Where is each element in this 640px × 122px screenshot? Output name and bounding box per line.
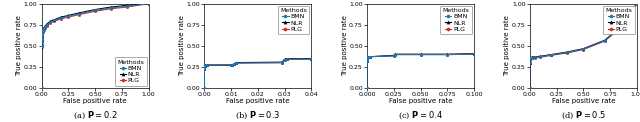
X-axis label: False positive rate: False positive rate	[389, 98, 452, 104]
X-axis label: False positive rate: False positive rate	[63, 98, 127, 104]
Y-axis label: True positive rate: True positive rate	[504, 15, 511, 76]
Text: (b) $\mathbf{P} = 0.3$: (b) $\mathbf{P} = 0.3$	[235, 109, 281, 121]
X-axis label: False positive rate: False positive rate	[552, 98, 615, 104]
Legend: BMN, NLR, PLG: BMN, NLR, PLG	[440, 5, 472, 35]
Legend: BMN, NLR, PLG: BMN, NLR, PLG	[115, 57, 147, 86]
X-axis label: False positive rate: False positive rate	[226, 98, 289, 104]
Legend: BMN, NLR, PLG: BMN, NLR, PLG	[278, 5, 310, 35]
Legend: BMN, NLR, PLG: BMN, NLR, PLG	[603, 5, 635, 35]
Text: (a) $\mathbf{P} = 0.2$: (a) $\mathbf{P} = 0.2$	[73, 109, 117, 121]
Y-axis label: True positive rate: True positive rate	[16, 15, 22, 76]
Text: (d) $\mathbf{P} = 0.5$: (d) $\mathbf{P} = 0.5$	[561, 109, 606, 121]
Text: (c) $\mathbf{P} = 0.4$: (c) $\mathbf{P} = 0.4$	[398, 109, 443, 121]
Y-axis label: True positive rate: True positive rate	[342, 15, 348, 76]
Y-axis label: True positive rate: True positive rate	[179, 15, 185, 76]
